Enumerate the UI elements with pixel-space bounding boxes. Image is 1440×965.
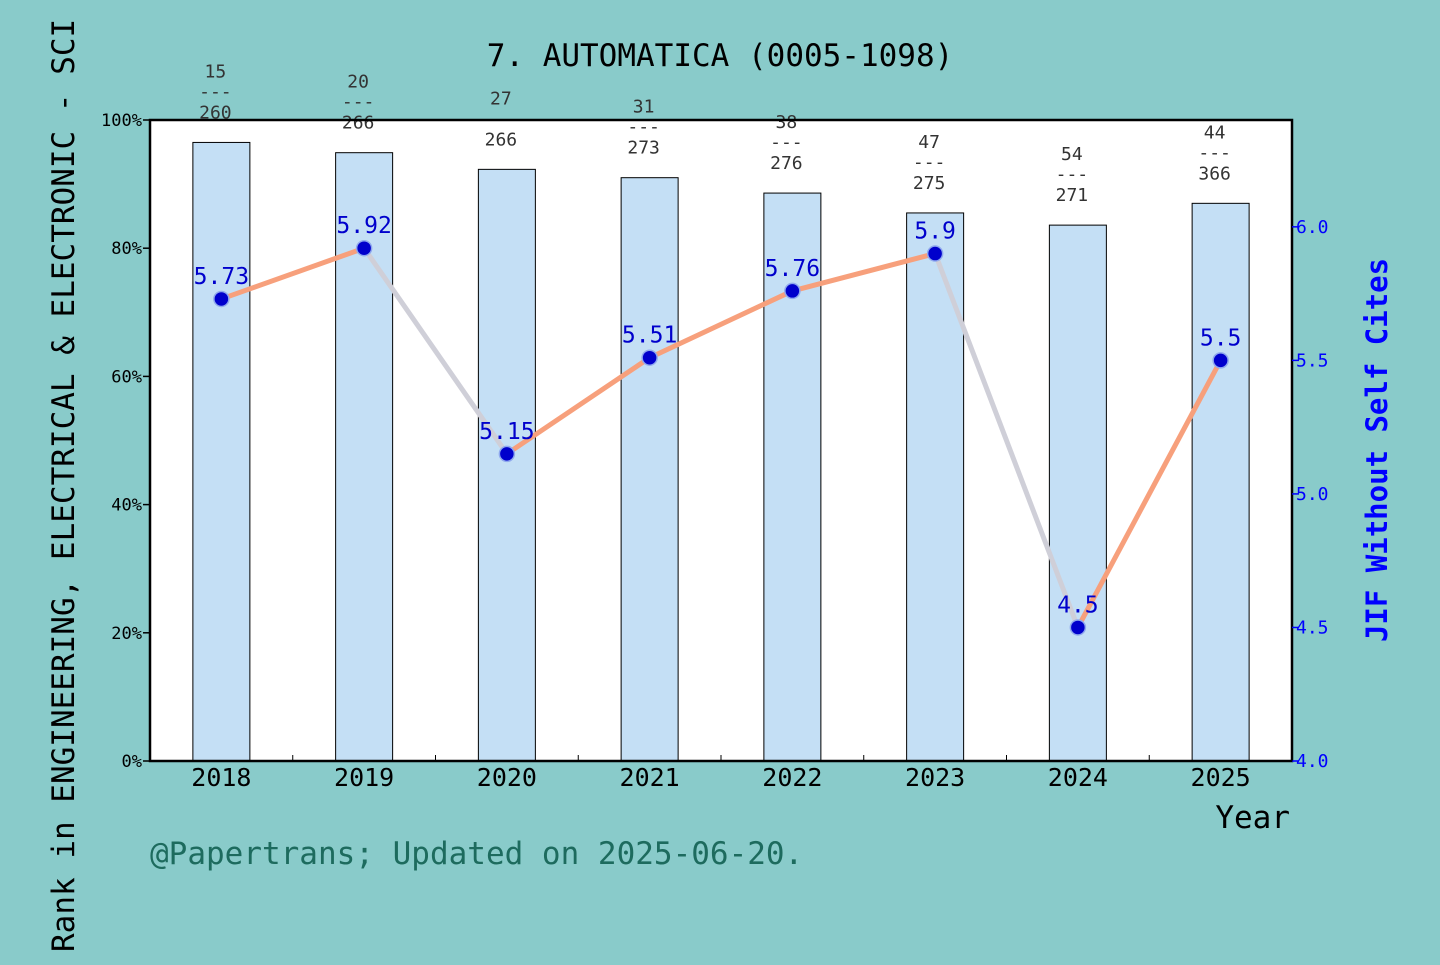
- jif-value-label-2024: 4.5: [1057, 592, 1099, 618]
- rank-position-2023: 47: [918, 132, 940, 153]
- rank-position-2020: 27: [490, 88, 512, 109]
- rank-label-2021: 31---273: [627, 97, 660, 159]
- jif-point-2021: [641, 349, 658, 366]
- jif-line-segment-2023: [932, 251, 1081, 630]
- rank-position-2018: 15: [205, 61, 227, 82]
- bar-2021: [620, 177, 679, 762]
- rank-label-2023: 47---275: [913, 132, 946, 194]
- markers-layer: [213, 239, 1229, 636]
- rank-total-2024: 271: [1056, 185, 1089, 206]
- rank-total-2022: 276: [770, 153, 803, 174]
- y-tick-label-1: 20%: [111, 624, 142, 644]
- jif-value-label-2022: 5.76: [765, 256, 820, 282]
- jif-line-segment-2019: [361, 245, 510, 457]
- rank-label-2020: 27---266: [485, 88, 518, 150]
- chart-title: 7. AUTOMATICA (0005-1098): [487, 38, 954, 74]
- y-tick-label-4: 80%: [111, 239, 142, 259]
- rank-position-2022: 38: [776, 112, 798, 133]
- rank-label-2025: 44---366: [1198, 122, 1231, 184]
- rank-total-2025: 366: [1198, 163, 1231, 184]
- plot-area: [150, 120, 1292, 761]
- line-layer: [218, 245, 1224, 630]
- x-tick-label-2019: 2019: [334, 763, 394, 792]
- x-tick-label-2021: 2021: [620, 763, 680, 792]
- rank-separator-2024: ---: [1056, 164, 1089, 185]
- rank-total-2019: 266: [342, 113, 375, 134]
- rank-separator-2018: ---: [199, 81, 232, 102]
- rank-position-2025: 44: [1204, 122, 1226, 143]
- rank-total-2020: 266: [485, 129, 518, 150]
- bar-2025: [1191, 202, 1250, 762]
- jif-line-segment-2018: [218, 245, 367, 302]
- x-tick-label-2025: 2025: [1191, 763, 1251, 792]
- rank-label-2024: 54---271: [1056, 144, 1089, 206]
- rank-position-2019: 20: [347, 72, 369, 93]
- jif-value-label-2025: 5.5: [1200, 325, 1242, 351]
- jif-point-2019: [355, 239, 373, 257]
- x-tick-label-2023: 2023: [905, 763, 965, 792]
- jif-line-segment-2022: [789, 251, 938, 294]
- rank-separator-2019: ---: [342, 92, 375, 113]
- jif-value-label-2019: 5.92: [336, 213, 391, 239]
- y-axis-label: Rank in ENGINEERING, ELECTRICAL & ELECTR…: [46, 19, 82, 952]
- y2-tick-label-3: 5.5: [1296, 350, 1329, 371]
- y2-tick-label-0: 4.0: [1296, 751, 1329, 772]
- jif-value-label-2021: 5.51: [622, 323, 677, 349]
- y2-tick-label-2: 5.0: [1296, 484, 1329, 505]
- jif-point-2025: [1212, 352, 1229, 369]
- rank-position-2021: 31: [633, 97, 655, 118]
- y-tick-label-0: 0%: [122, 752, 142, 772]
- rank-position-2024: 54: [1061, 144, 1083, 165]
- jif-line-segment-2024: [1075, 357, 1224, 630]
- jif-value-label-2018: 5.73: [194, 264, 249, 290]
- rank-total-2023: 275: [913, 173, 946, 194]
- y-tick-label-2: 40%: [111, 496, 142, 516]
- x-axis-label: Year: [1215, 800, 1290, 836]
- rank-separator-2023: ---: [913, 152, 946, 173]
- rank-separator-2021: ---: [627, 117, 660, 138]
- y-tick-label-5: 100%: [101, 111, 142, 131]
- x-tick-label-2024: 2024: [1048, 763, 1108, 792]
- jif-point-2022: [784, 282, 801, 300]
- bar-2018: [192, 141, 251, 762]
- jif-point-2020: [498, 445, 516, 463]
- x-tick-label-2020: 2020: [477, 763, 537, 792]
- rank-separator-2025: ---: [1198, 142, 1231, 163]
- bar-2023: [906, 212, 965, 762]
- jif-line-segment-2020: [504, 355, 653, 457]
- rank-label-2022: 38---276: [770, 112, 803, 174]
- rank-total-2018: 260: [199, 102, 232, 123]
- rank-label-2018: 15---260: [199, 61, 232, 123]
- bars-layer: [192, 141, 1250, 762]
- jif-point-2024: [1069, 619, 1087, 636]
- bar-2020: [477, 168, 536, 762]
- y2-axis-label: JIF Without Self Cites: [1360, 258, 1394, 642]
- rank-label-2019: 20---266: [342, 72, 375, 134]
- jif-line-segment-2021: [647, 288, 795, 361]
- y2-tick-label-1: 4.5: [1296, 617, 1329, 638]
- y-tick-label-3: 60%: [111, 367, 142, 387]
- jif-point-2023: [926, 245, 944, 262]
- jif-point-2018: [213, 290, 230, 308]
- bar-2024: [1048, 224, 1107, 762]
- x-tick-label-2022: 2022: [762, 763, 822, 792]
- rank-total-2021: 273: [627, 138, 660, 159]
- labels-layer: 15---26020---26627---26631---27338---276…: [194, 61, 1242, 618]
- y2-tick-label-4: 6.0: [1296, 217, 1329, 238]
- rank-separator-2022: ---: [770, 132, 803, 153]
- jif-value-label-2020: 5.15: [479, 419, 534, 445]
- x-tick-label-2018: 2018: [191, 763, 251, 792]
- axes-layer: 0% 20% 40% 60% 80% 100% 4.0 4.5 5.0 5.5 6.0 2018 201…: [101, 111, 1328, 792]
- jif-value-label-2023: 5.9: [914, 219, 956, 245]
- footer-credit: @Papertrans; Updated on 2025-06-20.: [150, 836, 804, 872]
